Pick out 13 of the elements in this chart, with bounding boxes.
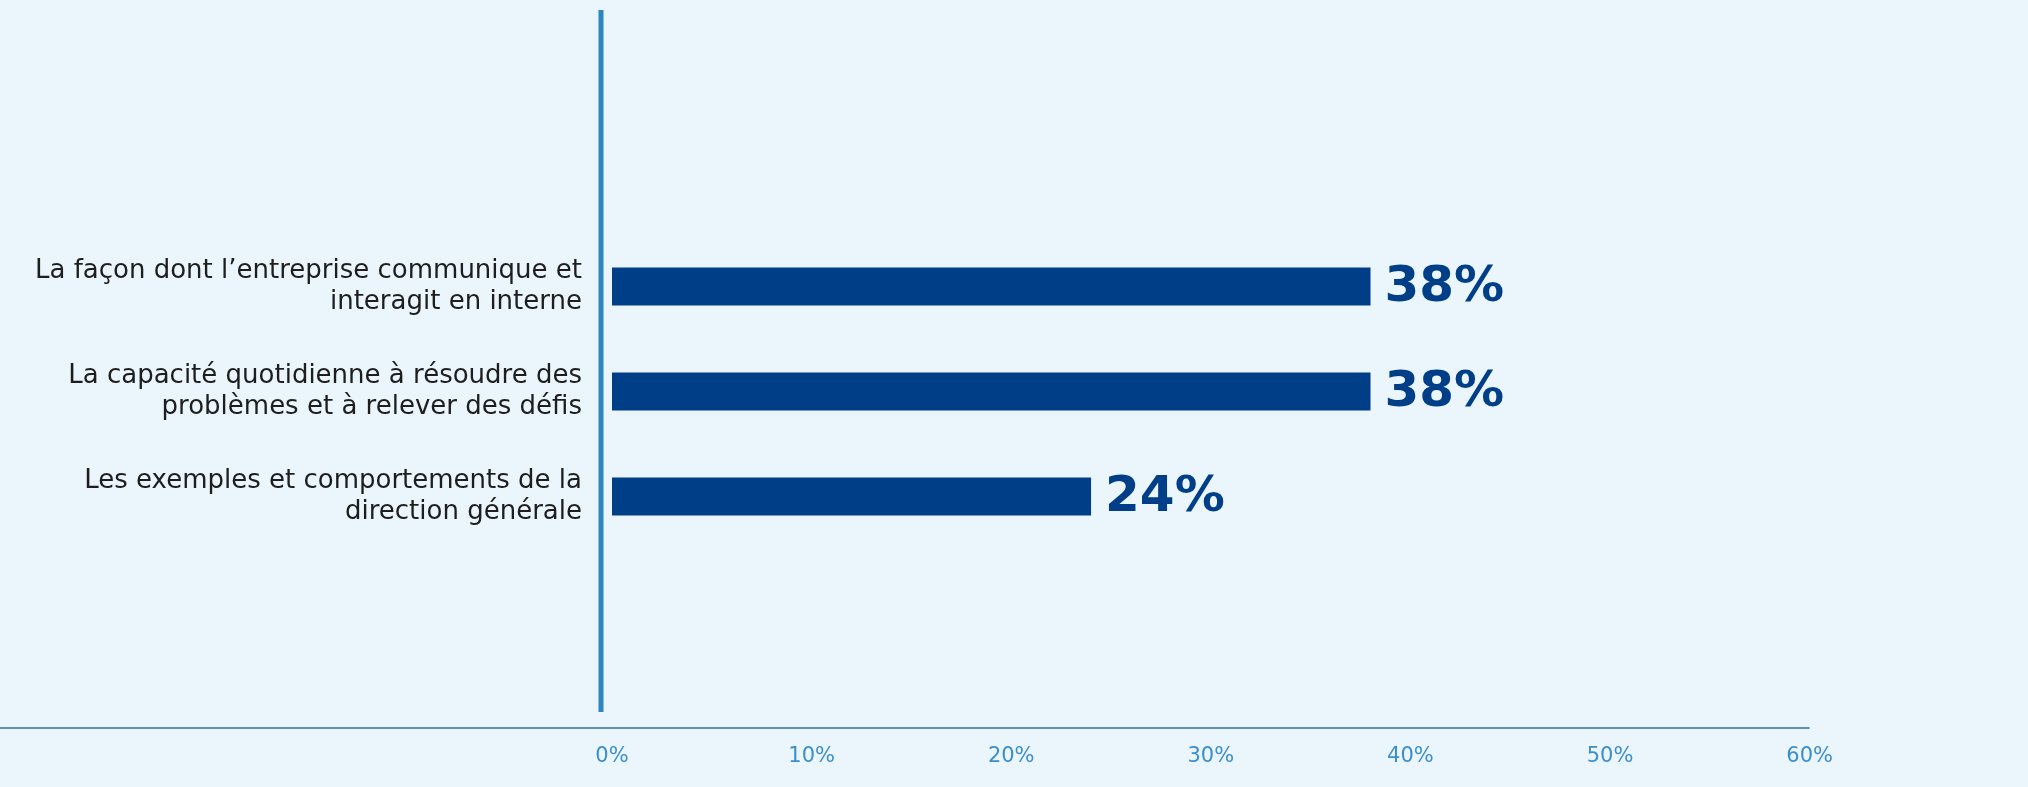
x-tick-label: 10% (788, 743, 835, 768)
data-label: 24% (1105, 465, 1225, 524)
x-tick-label: 50% (1586, 743, 1634, 768)
y-tick-label: La capacité quotidienne à résoudre des problèmes et à relever des défis (68, 358, 582, 420)
x-tick-label: 40% (1387, 743, 1434, 768)
data-label: 38% (1384, 255, 1505, 314)
x-tick-label: 30% (1187, 743, 1235, 768)
y-tick-label: La façon dont l’entreprise communique et interagit en interne (34, 253, 582, 315)
data-label: 38% (1384, 360, 1505, 419)
x-tick-label: 60% (1786, 743, 1834, 768)
x-tick-label: 0% (595, 743, 629, 768)
y-tick-label: Les exemples et comportements de la direction générale (84, 463, 582, 525)
x-tick-label: 20% (987, 743, 1035, 768)
